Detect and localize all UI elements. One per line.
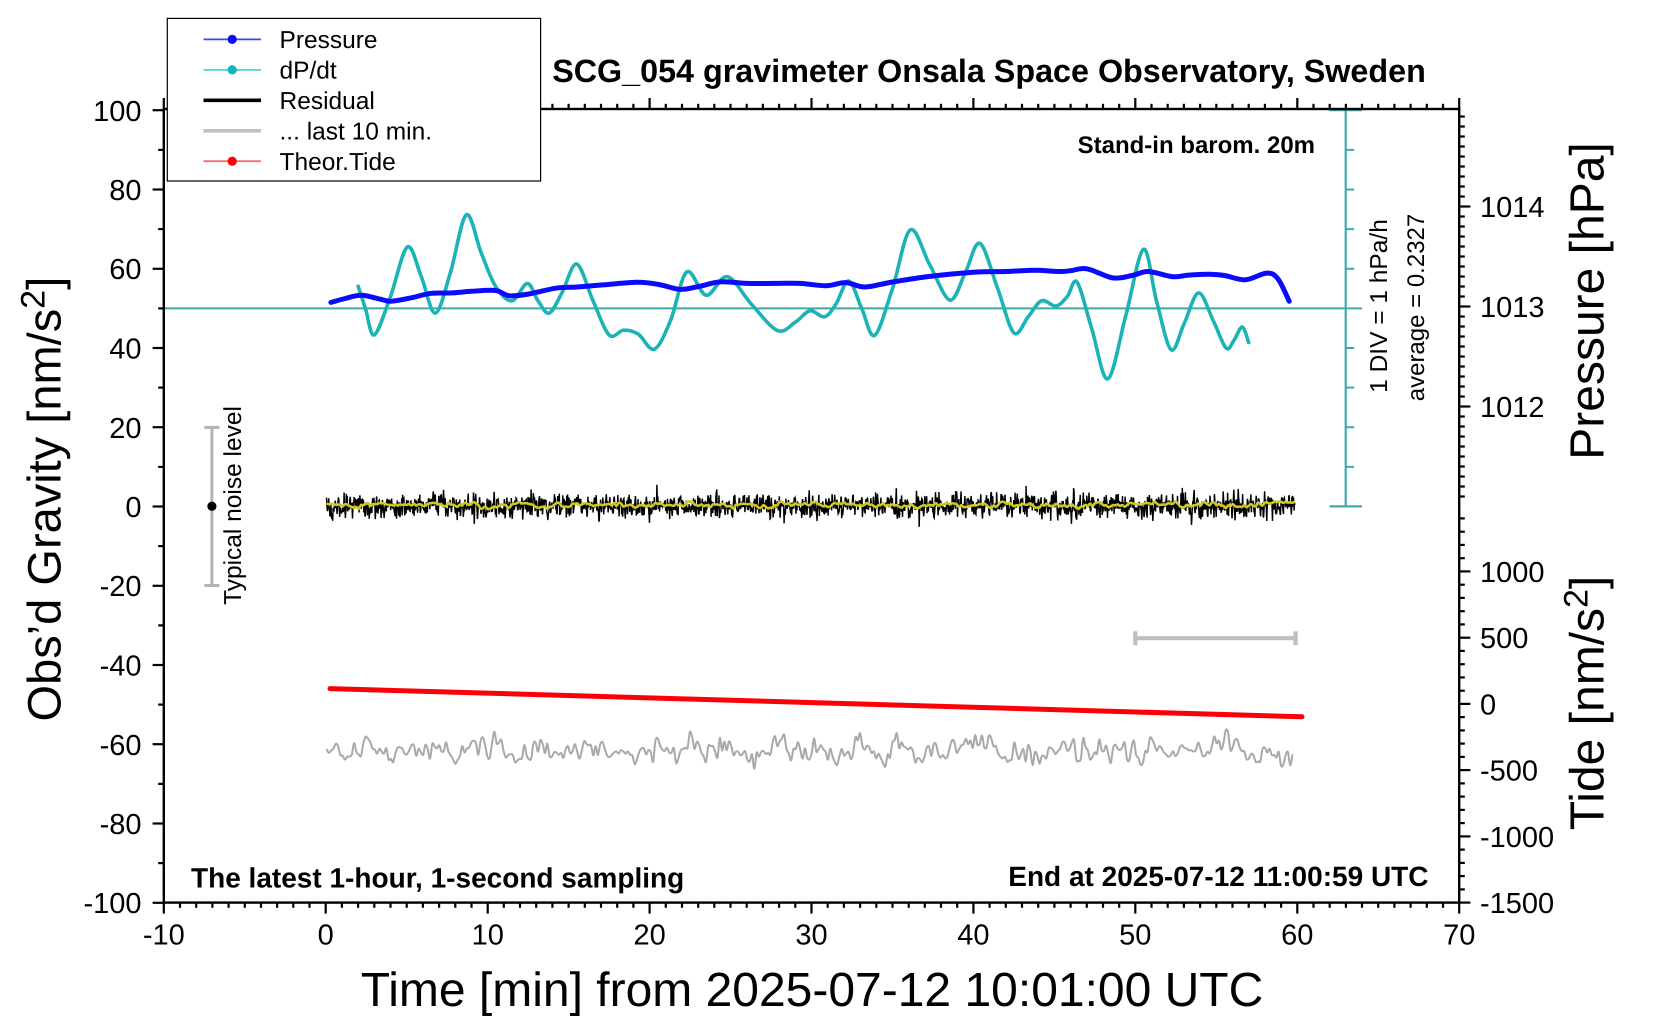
svg-text:-40: -40: [100, 651, 142, 683]
svg-text:-1500: -1500: [1480, 888, 1554, 920]
svg-text:100: 100: [93, 96, 141, 128]
svg-text:30: 30: [795, 920, 827, 952]
svg-text:End at 2025-07-12 11:00:59 UTC: End at 2025-07-12 11:00:59 UTC: [1008, 861, 1428, 892]
svg-text:1014: 1014: [1480, 192, 1545, 224]
svg-text:Time [min] from 2025-07-12 10:: Time [min] from 2025-07-12 10:01:00 UTC: [361, 964, 1264, 1017]
svg-text:0: 0: [1480, 689, 1496, 721]
svg-text:average = 0.2327: average = 0.2327: [1403, 214, 1430, 402]
svg-text:70: 70: [1443, 920, 1475, 952]
svg-text:-10: -10: [143, 920, 185, 952]
svg-text:40: 40: [109, 334, 141, 366]
svg-text:The latest 1-hour, 1-second sa: The latest 1-hour, 1-second sampling: [191, 863, 684, 894]
svg-text:500: 500: [1480, 623, 1528, 655]
svg-text:80: 80: [109, 175, 141, 207]
svg-text:Typical noise level: Typical noise level: [220, 406, 247, 605]
svg-text:-60: -60: [100, 730, 142, 762]
svg-text:60: 60: [1281, 920, 1313, 952]
svg-text:Obs’d Gravity [nm/s2]: Obs’d Gravity [nm/s2]: [15, 277, 72, 722]
svg-text:Stand-in barom. 20m: Stand-in barom. 20m: [1078, 132, 1315, 159]
svg-text:SCG_054 gravimeter Onsala Spac: SCG_054 gravimeter Onsala Space Observat…: [552, 53, 1426, 89]
svg-text:1000: 1000: [1480, 557, 1545, 589]
svg-text:1 DIV = 1 hPa/h: 1 DIV = 1 hPa/h: [1366, 219, 1393, 393]
svg-text:-1000: -1000: [1480, 822, 1554, 854]
svg-text:40: 40: [957, 920, 989, 952]
svg-text:10: 10: [472, 920, 504, 952]
svg-text:60: 60: [109, 254, 141, 286]
svg-text:Pressure: Pressure: [280, 27, 378, 54]
svg-text:-20: -20: [100, 571, 142, 603]
svg-text:1013: 1013: [1480, 292, 1545, 324]
svg-text:50: 50: [1119, 920, 1151, 952]
svg-text:20: 20: [109, 413, 141, 445]
svg-text:0: 0: [318, 920, 334, 952]
svg-text:Theor.Tide: Theor.Tide: [280, 149, 396, 176]
svg-text:1012: 1012: [1480, 392, 1545, 424]
svg-text:Residual: Residual: [280, 88, 375, 115]
svg-text:Tide [nm/s2]: Tide [nm/s2]: [1558, 576, 1615, 831]
svg-text:... last 10 min.: ... last 10 min.: [280, 118, 433, 145]
svg-text:0: 0: [125, 492, 141, 524]
svg-text:dP/dt: dP/dt: [280, 58, 337, 85]
svg-text:-100: -100: [83, 888, 141, 920]
svg-text:-500: -500: [1480, 756, 1538, 788]
svg-text:-80: -80: [100, 809, 142, 841]
svg-text:Pressure [hPa]: Pressure [hPa]: [1562, 142, 1615, 459]
svg-text:20: 20: [633, 920, 665, 952]
